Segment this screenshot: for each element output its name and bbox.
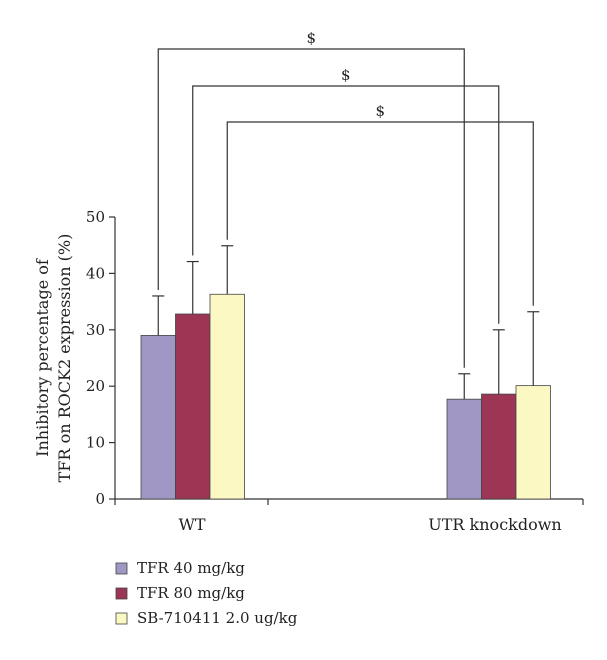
significance-label: $ (375, 102, 385, 120)
legend-swatch (115, 587, 128, 600)
bar (175, 313, 211, 500)
y-axis-title-line: Inhibitory percentage of (33, 258, 52, 457)
labels: WT UTR knockdown Inhibitory percentage of T… (33, 234, 562, 534)
y-axis-title-line: TFR on ROCK2 expression (%) (55, 234, 74, 483)
x-category-label: UTR knockdown (428, 515, 561, 534)
significance-bracket (192, 85, 500, 324)
y-tick-label: 50 (86, 208, 105, 226)
y-axis-title: Inhibitory percentage of TFR on ROCK2 exp… (33, 234, 74, 483)
y-tick-label: 0 (95, 490, 105, 508)
bar (209, 293, 245, 500)
significance-label: $ (341, 66, 351, 84)
bar (515, 385, 551, 500)
legend-label: TFR 40 mg/kg (137, 559, 245, 577)
bar (481, 393, 517, 500)
legend: TFR 40 mg/kg TFR 80 mg/kg SB-710411 2.0 ug… (115, 559, 298, 627)
y-tick-label: 40 (86, 264, 105, 282)
bars (140, 293, 551, 500)
y-tick-label: 20 (86, 377, 105, 395)
bar (446, 398, 482, 500)
legend-label: SB-710411 2.0 ug/kg (137, 609, 298, 627)
significance-brackets: $ $ $ (157, 29, 534, 368)
significance-label: $ (306, 29, 316, 47)
error-bars (152, 245, 540, 400)
legend-swatch (115, 562, 128, 575)
legend-label: TFR 80 mg/kg (137, 584, 245, 602)
x-category-label: WT (178, 515, 205, 534)
y-tick-label: 30 (86, 321, 105, 339)
significance-bracket (157, 48, 465, 368)
significance-bracket (226, 121, 534, 306)
bar (140, 335, 176, 500)
y-tick-label: 10 (86, 434, 105, 452)
legend-swatch (115, 612, 128, 625)
